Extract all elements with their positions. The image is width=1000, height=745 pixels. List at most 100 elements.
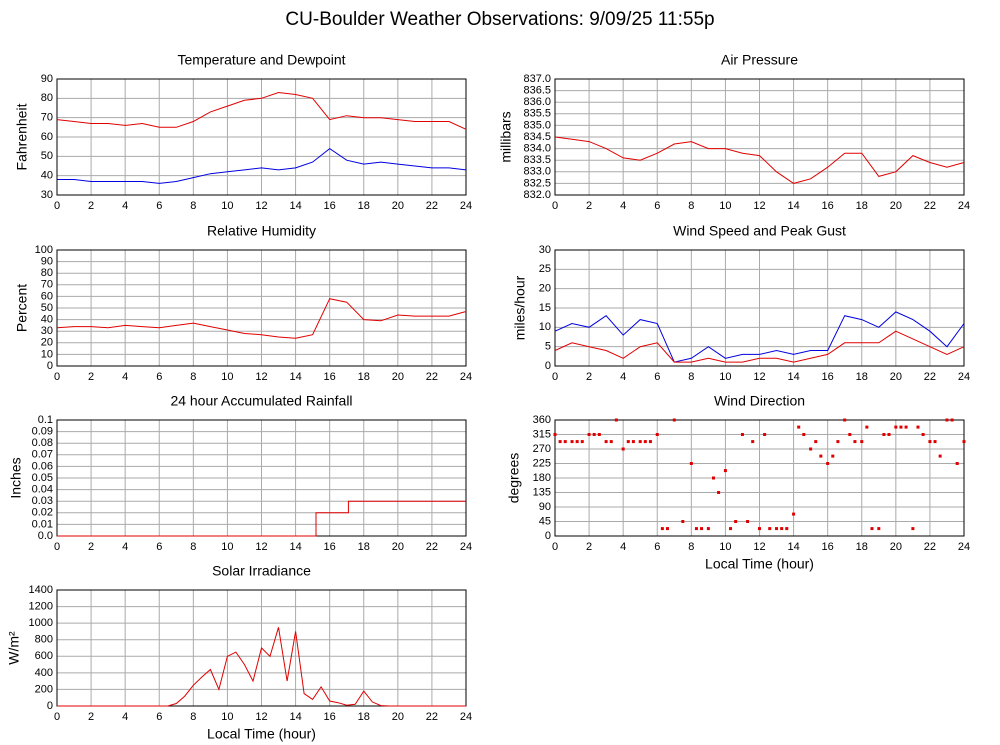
panel-title: Wind Direction (714, 393, 805, 409)
y-tick-label: 90 (41, 73, 53, 85)
data-line (57, 147, 467, 184)
y-axis-title: Percent (14, 284, 30, 332)
x-tick-label: 4 (620, 541, 626, 553)
data-point (592, 433, 596, 436)
x-tick-label: 24 (460, 711, 472, 723)
data-point (877, 527, 881, 531)
y-tick-label: 832.5 (523, 177, 551, 189)
x-tick-label: 16 (822, 541, 834, 553)
data-point (660, 527, 664, 531)
y-tick-label: 0.03 (32, 495, 53, 507)
y-tick-label: 20 (539, 283, 551, 295)
x-tick-label: 10 (719, 200, 731, 212)
y-tick-label: 400 (35, 667, 53, 679)
data-point (916, 425, 920, 429)
data-point (831, 454, 835, 458)
y-tick-label: 80 (41, 267, 53, 279)
data-point (723, 469, 727, 473)
x-tick-label: 4 (620, 371, 626, 383)
y-tick-label: 834.0 (523, 143, 551, 155)
x-tick-label: 0 (54, 200, 60, 212)
data-point (894, 425, 898, 429)
panel-title: Temperature and Dewpoint (177, 52, 345, 68)
x-tick-label: 10 (221, 541, 233, 553)
x-tick-label: 16 (324, 200, 336, 212)
y-tick-label: 0.02 (32, 507, 53, 519)
x-tick-label: 22 (426, 711, 438, 723)
x-tick-label: 18 (358, 541, 370, 553)
data-point (836, 440, 840, 444)
y-tick-label: 90 (539, 501, 551, 513)
data-point (955, 462, 959, 465)
x-tick-label: 10 (719, 371, 731, 383)
y-tick-label: 15 (539, 302, 551, 314)
data-point (899, 425, 903, 429)
data-point (865, 425, 869, 429)
y-tick-label: 0 (47, 700, 53, 712)
y-tick-label: 70 (41, 112, 53, 124)
y-axis-title: degrees (506, 453, 522, 504)
y-tick-label: 600 (35, 650, 53, 662)
y-axis-title: Inches (8, 457, 24, 498)
x-tick-label: 24 (958, 200, 970, 212)
data-point (694, 527, 698, 531)
data-point (672, 418, 676, 422)
data-point (814, 440, 818, 444)
x-tick-label: 20 (890, 200, 902, 212)
x-tick-label: 10 (221, 200, 233, 212)
x-tick-label: 14 (289, 541, 301, 553)
x-tick-label: 20 (392, 200, 404, 212)
y-tick-label: 90 (41, 256, 53, 268)
x-tick-label: 16 (324, 711, 336, 723)
y-tick-label: 834.5 (523, 131, 551, 143)
x-axis-title: Local Time (hour) (705, 556, 814, 572)
data-line (554, 136, 965, 184)
y-tick-label: 315 (533, 428, 551, 440)
x-tick-label: 10 (221, 711, 233, 723)
x-tick-label: 16 (324, 371, 336, 383)
x-tick-label: 22 (426, 200, 438, 212)
page-title: CU-Boulder Weather Observations: 9/09/25… (285, 9, 714, 30)
x-tick-label: 0 (54, 371, 60, 383)
x-tick-label: 0 (54, 541, 60, 553)
data-point (792, 512, 796, 516)
data-point (826, 462, 830, 465)
data-point (843, 418, 847, 422)
x-tick-label: 4 (122, 200, 128, 212)
y-tick-label: 833.5 (523, 154, 551, 166)
panel-title: Relative Humidity (207, 223, 316, 239)
data-point (717, 491, 721, 494)
x-tick-label: 8 (688, 541, 694, 553)
x-tick-label: 22 (924, 541, 936, 553)
data-point (882, 433, 886, 436)
y-axis-title: millibars (498, 111, 514, 162)
data-point (758, 527, 761, 531)
data-point (558, 440, 562, 444)
y-tick-label: 10 (41, 348, 53, 360)
data-line (56, 298, 467, 339)
data-point (768, 527, 772, 531)
x-tick-label: 12 (255, 541, 267, 553)
x-tick-label: 0 (552, 541, 558, 553)
plot-border (554, 249, 965, 367)
data-point (848, 433, 852, 436)
x-tick-label: 24 (958, 371, 970, 383)
y-tick-label: 0.0 (38, 530, 53, 542)
x-tick-label: 14 (289, 711, 301, 723)
y-tick-label: 40 (41, 314, 53, 326)
data-line (56, 91, 467, 130)
y-tick-label: 837.0 (523, 73, 551, 85)
y-tick-label: 0 (47, 360, 53, 372)
data-point (945, 418, 949, 422)
data-point (643, 440, 647, 444)
data-point (785, 527, 789, 531)
x-tick-label: 6 (654, 371, 660, 383)
data-point (700, 527, 704, 531)
y-tick-label: 30 (539, 244, 551, 256)
y-tick-label: 0.05 (32, 472, 53, 484)
data-line (554, 311, 965, 363)
y-tick-label: 0.06 (32, 460, 53, 472)
y-tick-label: 0.04 (32, 484, 53, 496)
y-tick-label: 135 (533, 486, 551, 498)
x-tick-label: 8 (190, 371, 196, 383)
